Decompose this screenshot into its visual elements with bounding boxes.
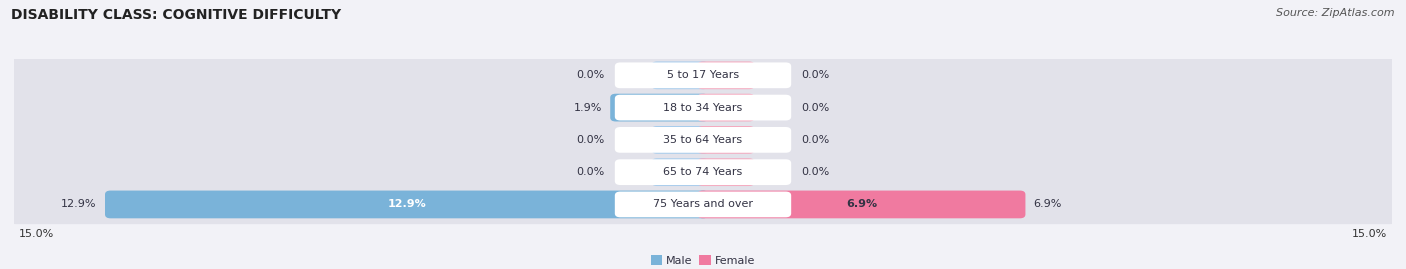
FancyBboxPatch shape [610,94,709,122]
FancyBboxPatch shape [10,185,1396,224]
Text: 1.9%: 1.9% [574,102,602,113]
FancyBboxPatch shape [614,95,792,121]
FancyBboxPatch shape [614,192,792,217]
Text: 12.9%: 12.9% [388,199,426,210]
Text: 15.0%: 15.0% [1353,229,1388,239]
FancyBboxPatch shape [651,126,709,154]
Text: 0.0%: 0.0% [576,135,605,145]
Text: Source: ZipAtlas.com: Source: ZipAtlas.com [1277,8,1395,18]
FancyBboxPatch shape [697,190,1025,218]
Legend: Male, Female: Male, Female [647,251,759,269]
Text: 0.0%: 0.0% [801,167,830,177]
Text: 15.0%: 15.0% [18,229,53,239]
Text: 0.0%: 0.0% [576,167,605,177]
Text: 75 Years and over: 75 Years and over [652,199,754,210]
FancyBboxPatch shape [10,56,1396,95]
Text: 0.0%: 0.0% [801,70,830,80]
Text: 6.9%: 6.9% [1033,199,1062,210]
Text: 0.0%: 0.0% [576,70,605,80]
Text: 65 to 74 Years: 65 to 74 Years [664,167,742,177]
Text: 0.0%: 0.0% [801,135,830,145]
Text: DISABILITY CLASS: COGNITIVE DIFFICULTY: DISABILITY CLASS: COGNITIVE DIFFICULTY [11,8,342,22]
FancyBboxPatch shape [697,126,755,154]
Text: 12.9%: 12.9% [62,199,97,210]
FancyBboxPatch shape [10,153,1396,192]
FancyBboxPatch shape [614,62,792,88]
FancyBboxPatch shape [614,159,792,185]
FancyBboxPatch shape [697,158,755,186]
Text: 6.9%: 6.9% [846,199,877,210]
Text: 0.0%: 0.0% [801,102,830,113]
FancyBboxPatch shape [105,190,709,218]
Text: 5 to 17 Years: 5 to 17 Years [666,70,740,80]
FancyBboxPatch shape [697,61,755,89]
FancyBboxPatch shape [697,94,755,122]
FancyBboxPatch shape [10,120,1396,160]
FancyBboxPatch shape [651,158,709,186]
FancyBboxPatch shape [614,127,792,153]
Text: 18 to 34 Years: 18 to 34 Years [664,102,742,113]
Text: 35 to 64 Years: 35 to 64 Years [664,135,742,145]
FancyBboxPatch shape [10,88,1396,127]
FancyBboxPatch shape [651,61,709,89]
